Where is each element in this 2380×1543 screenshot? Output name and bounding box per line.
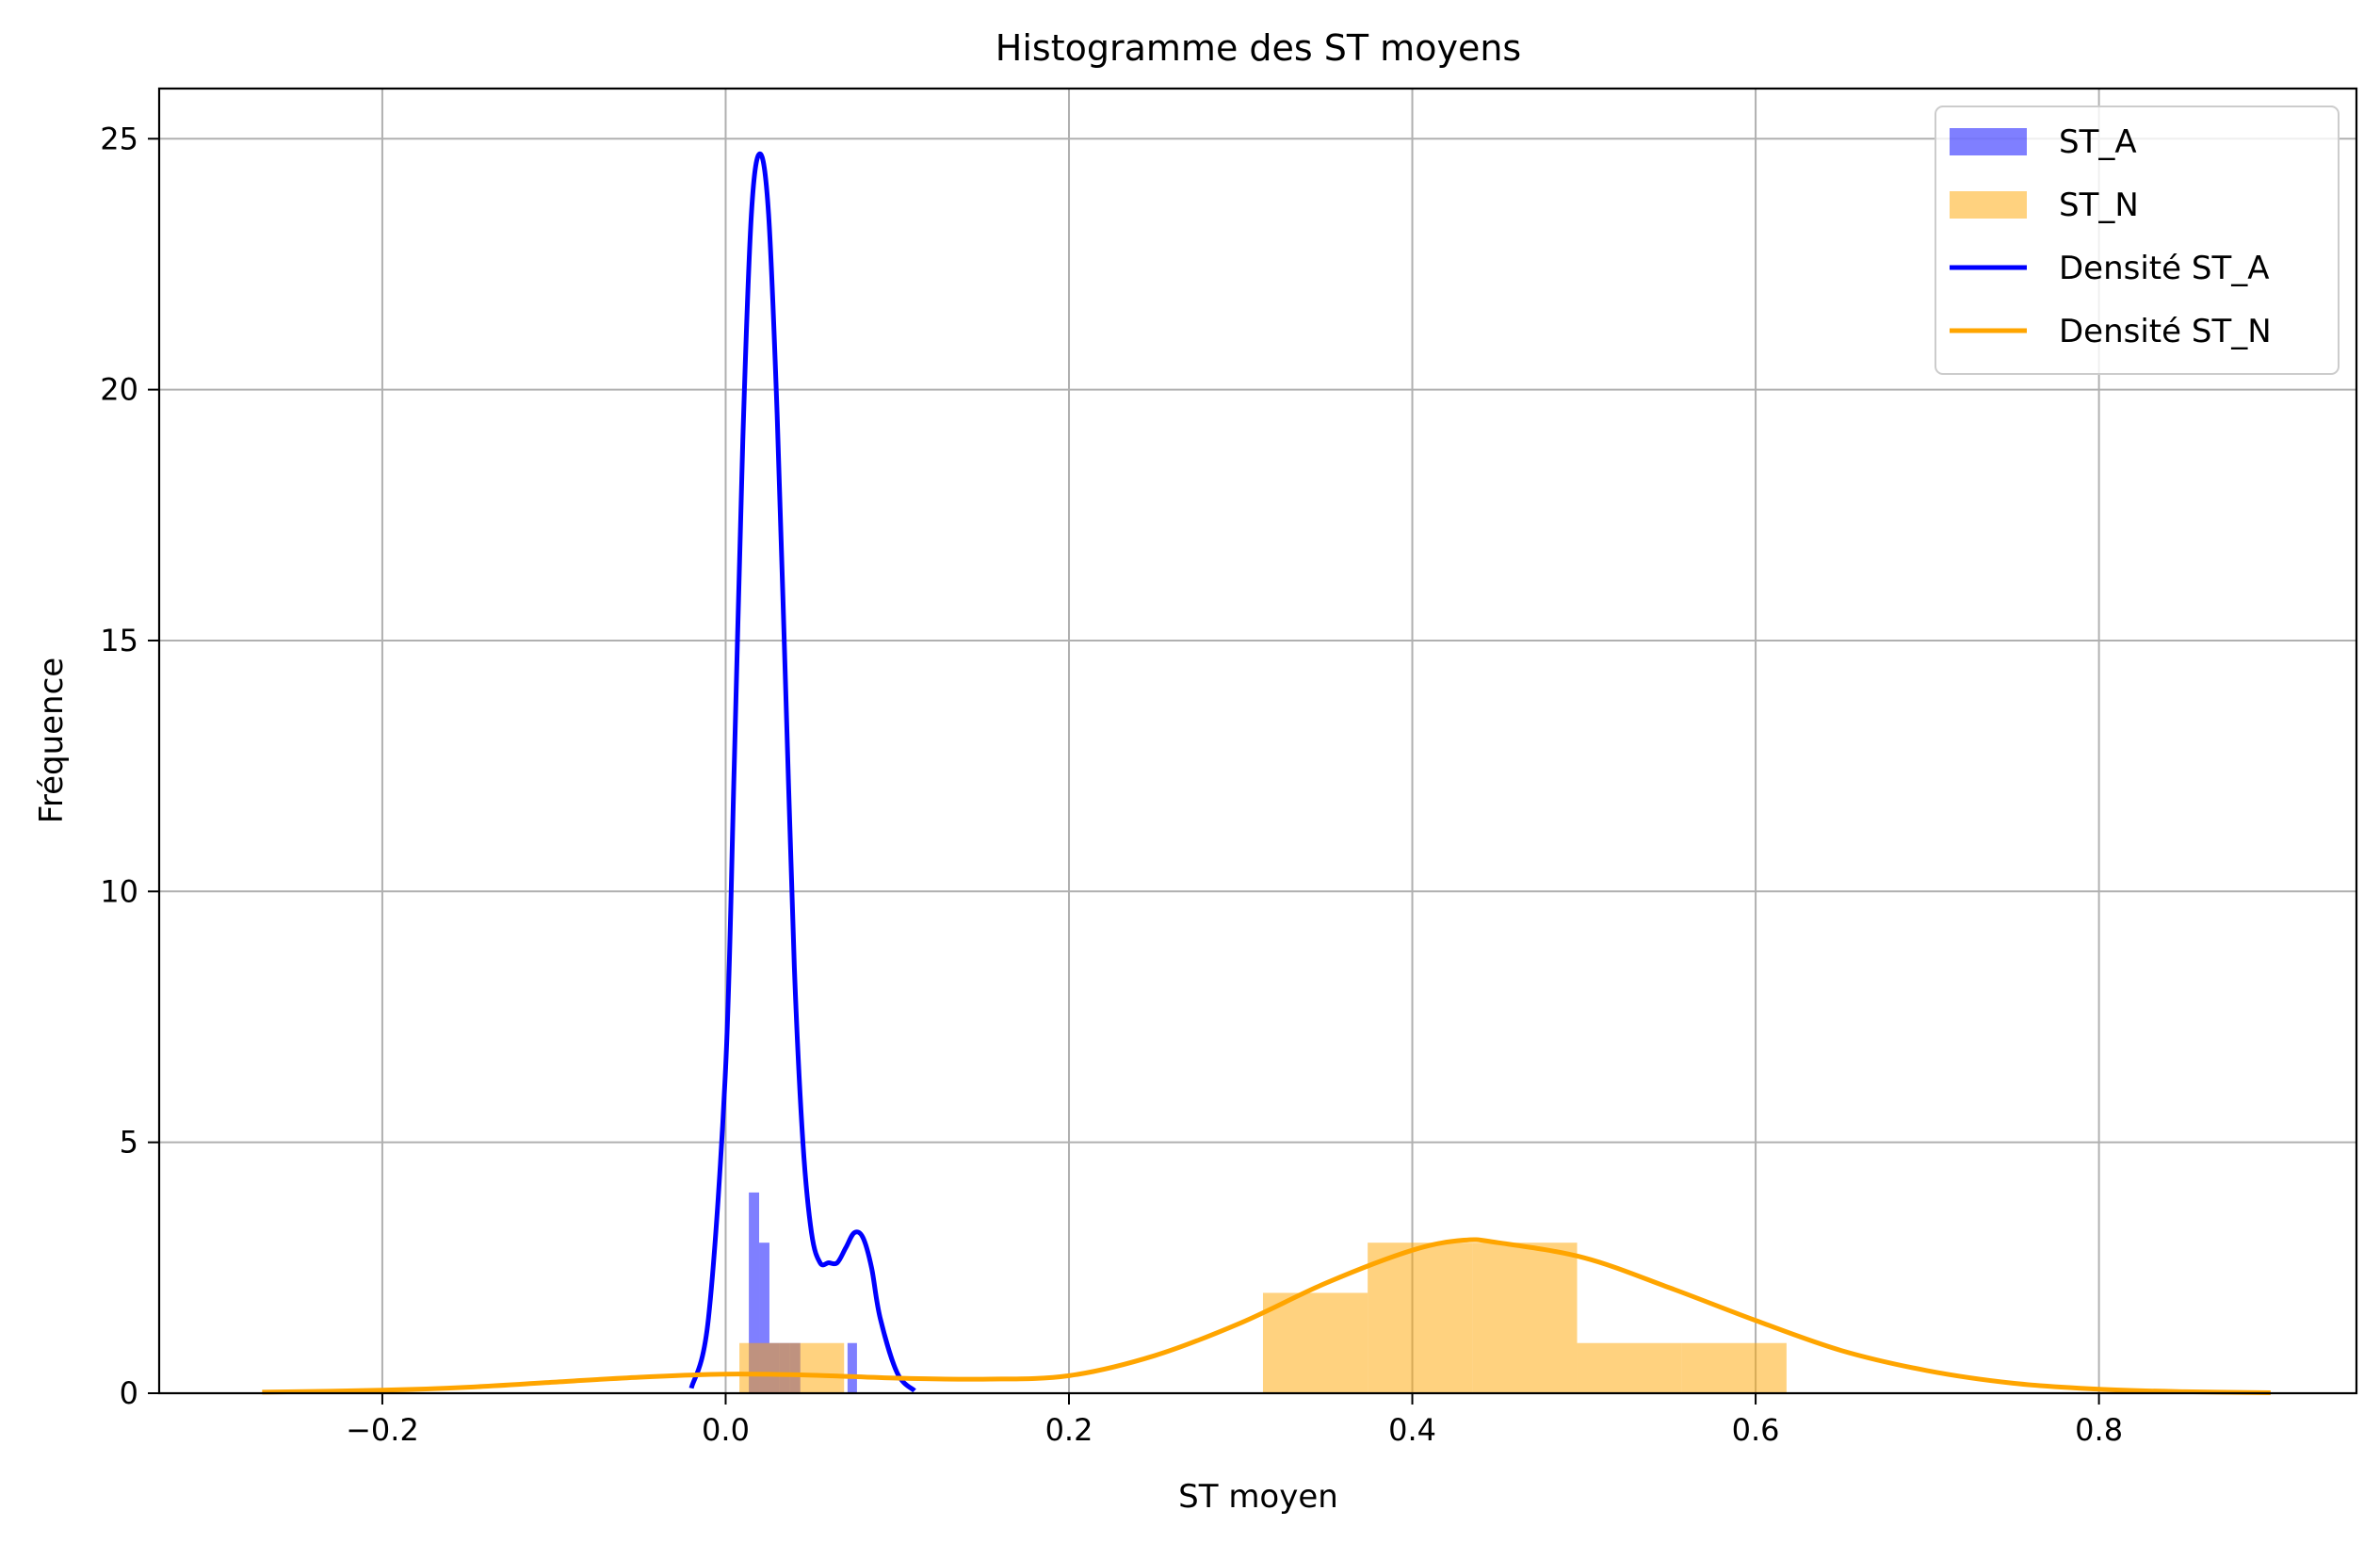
y-tick-label: 15 [100,623,138,658]
legend-swatch [1950,128,2027,155]
x-tick-label: 0.8 [2075,1412,2123,1448]
hist-bar-st-n [1262,1292,1368,1393]
plot-frame [157,87,2358,1395]
density-lines [262,151,2271,1395]
y-tick-label: 10 [100,873,138,909]
x-tick-label: 0.4 [1388,1412,1436,1448]
legend-box [1935,106,2340,375]
x-tick-label: 0.6 [1732,1412,1780,1448]
chart-title: Histogramme des ST moyens [996,27,1521,69]
x-tick-label: 0.2 [1045,1412,1093,1448]
y-tick-label: 0 [120,1375,138,1411]
y-tick-label: 5 [120,1125,138,1161]
hist-bar-st-n [1681,1342,1787,1393]
legend-label: Densité ST_A [2059,250,2269,287]
x-tick-label: −0.2 [346,1412,419,1448]
histogram-bars [739,1192,1787,1393]
x-tick-label: 0.0 [702,1412,750,1448]
hist-bar-st-a [847,1342,857,1393]
legend-label: ST_A [2059,123,2137,161]
density-line-densit-st-a [688,151,916,1393]
legend-label: ST_N [2059,187,2139,224]
hist-bar-st-n [1577,1342,1682,1393]
y-axis-label: Fréquence [33,658,71,823]
hist-bar-st-a [749,1192,760,1393]
legend-label: Densité ST_N [2059,313,2272,350]
axis-ticks: −0.2 0.0 0.2 0.4 0.6 0.8 0 5 10 15 20 25 [100,121,2123,1448]
density-line-densit-st-n [262,1237,2271,1395]
legend-swatch [1950,191,2027,219]
y-tick-label: 25 [100,121,138,156]
hist-bar-st-n [1368,1243,1473,1393]
x-axis-label: ST moyen [1178,1478,1338,1516]
legend: ST_A ST_N Densité ST_A Densité ST_N [1935,106,2340,375]
y-tick-label: 20 [100,372,138,408]
hist-bar-st-n [1472,1243,1578,1393]
hist-bar-st-n [739,1342,845,1393]
hist-bar-st-a [759,1243,769,1393]
